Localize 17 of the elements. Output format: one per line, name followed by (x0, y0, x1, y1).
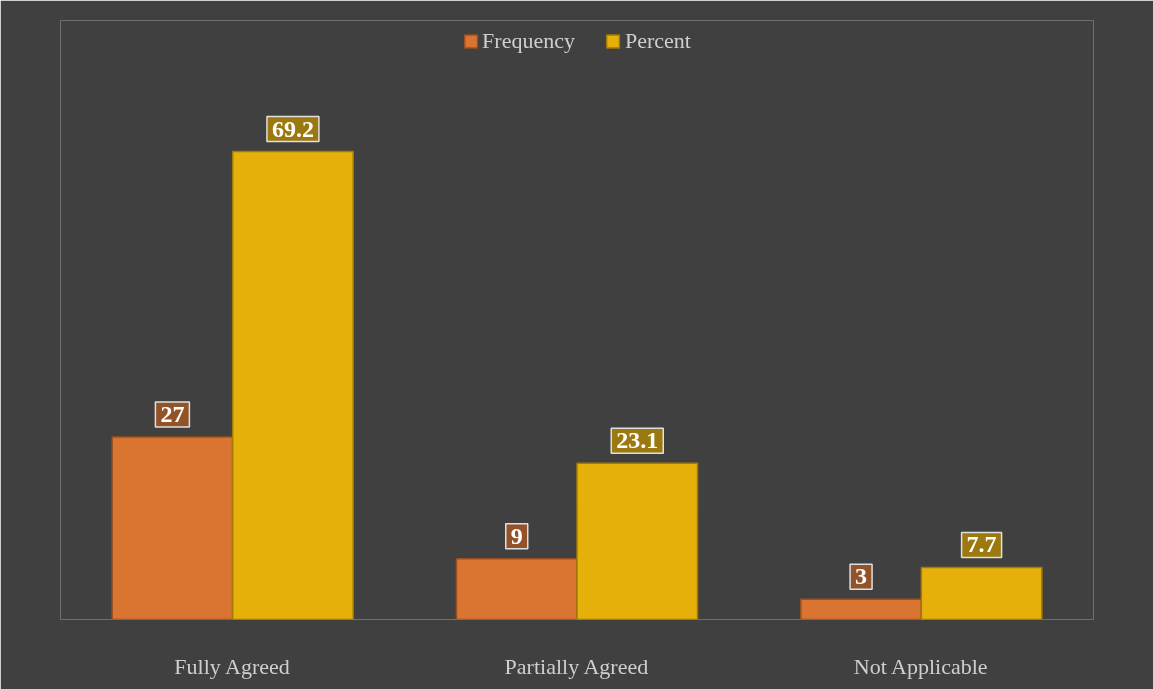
data-label: 23.1 (616, 427, 659, 454)
bar (920, 566, 1043, 620)
data-label: 7.7 (966, 531, 997, 558)
x-tick-label: Not Applicable (853, 653, 988, 679)
data-label: 3 (855, 563, 868, 590)
bar (231, 150, 354, 620)
x-tick-label: Partially Agreed (504, 653, 649, 679)
x-tick-label: Fully Agreed (174, 653, 290, 679)
bar (800, 598, 923, 620)
data-label: 27 (160, 400, 185, 427)
legend-label: Percent (624, 28, 691, 54)
legend-label: Frequency (482, 28, 575, 54)
data-label: 9 (510, 522, 523, 549)
bar (111, 436, 234, 620)
data-label: 69.2 (271, 115, 314, 142)
bar (576, 462, 699, 620)
bar (455, 557, 578, 620)
